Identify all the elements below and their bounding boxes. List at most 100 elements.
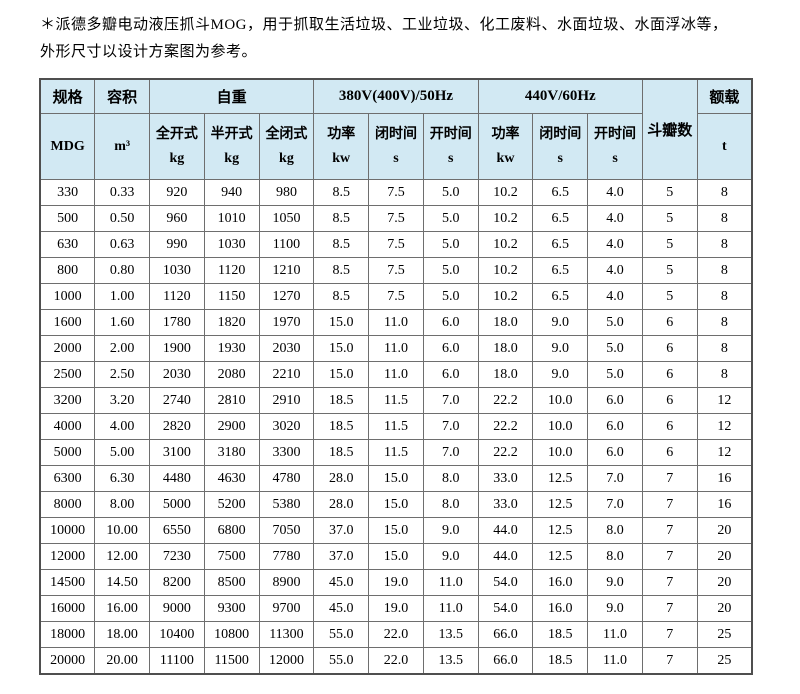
cell-weight-half-open: 1820: [203, 309, 260, 336]
cell-volume: 10.00: [94, 517, 151, 544]
cell-open-time-380: 6.0: [422, 309, 479, 336]
cell-volume: 2.00: [94, 335, 151, 362]
cell-open-time-440: 11.0: [587, 647, 643, 675]
table-row: 800 0.80 1030 1120 1210 8.5 7.5 5.0 10.2 6.5 4.0 5 8: [39, 257, 753, 284]
cell-power-440: 44.0: [477, 543, 534, 570]
cell-volume: 12.00: [94, 543, 151, 570]
cell-weight-full-closed: 7050: [258, 517, 315, 544]
cell-volume: 1.60: [94, 309, 151, 336]
cell-close-time-440: 16.0: [532, 569, 589, 596]
cell-rated-load: 8: [696, 179, 753, 206]
cell-close-time-440: 6.5: [532, 257, 589, 284]
cell-power-380: 18.5: [313, 387, 370, 414]
header-volume: 容积: [94, 78, 151, 114]
cell-spec: 330: [39, 179, 96, 206]
cell-petal-count: 7: [641, 595, 698, 622]
cell-weight-full-open: 1030: [149, 257, 205, 284]
header-supply-440: 440V/60Hz: [477, 78, 643, 114]
cell-close-time-380: 15.0: [368, 517, 424, 544]
cell-rated-load: 20: [696, 517, 753, 544]
cell-close-time-380: 22.0: [368, 621, 424, 648]
cell-petal-count: 5: [641, 231, 698, 258]
cell-spec: 500: [39, 205, 96, 232]
subheader-weight-half-open: 半开式 kg: [203, 113, 260, 180]
cell-weight-full-closed: 1210: [258, 257, 315, 284]
cell-close-time-440: 9.0: [532, 309, 589, 336]
cell-petal-count: 5: [641, 257, 698, 284]
cell-weight-full-open: 11100: [149, 647, 205, 675]
cell-volume: 6.30: [94, 465, 151, 492]
cell-open-time-380: 5.0: [422, 179, 479, 206]
cell-open-time-380: 5.0: [422, 257, 479, 284]
cell-weight-full-closed: 3020: [258, 413, 315, 440]
cell-close-time-380: 11.5: [368, 439, 424, 466]
cell-weight-half-open: 9300: [203, 595, 260, 622]
cell-weight-full-closed: 9700: [258, 595, 315, 622]
cell-weight-full-closed: 2030: [258, 335, 315, 362]
cell-volume: 20.00: [94, 647, 151, 675]
cell-petal-count: 7: [641, 569, 698, 596]
cell-rated-load: 8: [696, 231, 753, 258]
cell-close-time-440: 18.5: [532, 621, 589, 648]
subheader-open-time-380: 开时间 s: [422, 113, 479, 180]
cell-rated-load: 8: [696, 205, 753, 232]
cell-volume: 2.50: [94, 361, 151, 388]
table-row: 6300 6.30 4480 4630 4780 28.0 15.0 8.0 33.0 12.5 7…: [39, 465, 753, 492]
cell-open-time-440: 6.0: [587, 387, 643, 414]
cell-weight-full-open: 920: [149, 179, 205, 206]
cell-rated-load: 20: [696, 543, 753, 570]
header-rated-load: 额载: [696, 78, 753, 114]
subheader-unit: kw: [496, 150, 515, 166]
spec-table-body: 330 0.33 920 940 980 8.5 7.5 5.0 10.2 6.5 4.0 5 8 500…: [39, 179, 753, 675]
cell-power-440: 22.2: [477, 413, 534, 440]
cell-rated-load: 12: [696, 439, 753, 466]
cell-rated-load: 20: [696, 595, 753, 622]
cell-weight-full-open: 960: [149, 205, 205, 232]
cell-open-time-380: 6.0: [422, 361, 479, 388]
cell-weight-full-open: 5000: [149, 491, 205, 518]
subheader-close-time-440: 闭时间 s: [532, 113, 589, 180]
header-supply-380: 380V(400V)/50Hz: [313, 78, 479, 114]
cell-spec: 1600: [39, 309, 96, 336]
table-row: 2500 2.50 2030 2080 2210 15.0 11.0 6.0 18.0 9.0 5.…: [39, 361, 753, 388]
cell-volume: 4.00: [94, 413, 151, 440]
spec-table-header: 规格 容积 自重 380V(400V)/50Hz 440V/60Hz 斗瓣数 额…: [39, 78, 753, 180]
cell-close-time-380: 11.0: [368, 335, 424, 362]
cell-volume: 5.00: [94, 439, 151, 466]
cell-spec: 20000: [39, 647, 96, 675]
cell-close-time-440: 12.5: [532, 465, 589, 492]
cell-volume: 0.63: [94, 231, 151, 258]
subheader-weight-full-open: 全开式 kg: [149, 113, 205, 180]
cell-power-440: 66.0: [477, 647, 534, 675]
cell-open-time-440: 7.0: [587, 465, 643, 492]
table-row: 2000 2.00 1900 1930 2030 15.0 11.0 6.0 18.0 9.0 5.…: [39, 335, 753, 362]
cell-weight-full-open: 7230: [149, 543, 205, 570]
cell-rated-load: 12: [696, 387, 753, 414]
cell-weight-half-open: 8500: [203, 569, 260, 596]
subheader-unit: kg: [279, 150, 294, 166]
cell-weight-full-closed: 980: [258, 179, 315, 206]
subheader-open-time-440: 开时间 s: [587, 113, 643, 180]
cell-close-time-440: 10.0: [532, 439, 589, 466]
cell-rated-load: 8: [696, 335, 753, 362]
cell-open-time-380: 6.0: [422, 335, 479, 362]
cell-power-440: 10.2: [477, 257, 534, 284]
cell-petal-count: 6: [641, 387, 698, 414]
table-row: 1000 1.00 1120 1150 1270 8.5 7.5 5.0 10.2 6.5 4.0 5…: [39, 283, 753, 310]
subheader-label: MDG: [50, 138, 85, 154]
cell-volume: 16.00: [94, 595, 151, 622]
cell-weight-half-open: 4630: [203, 465, 260, 492]
subheader-unit: kg: [169, 150, 185, 166]
cell-open-time-440: 4.0: [587, 179, 643, 206]
cell-open-time-440: 5.0: [587, 309, 643, 336]
subheader-unit: kg: [224, 150, 240, 166]
cell-petal-count: 7: [641, 621, 698, 648]
cell-close-time-380: 7.5: [368, 205, 424, 232]
subheader-label: 全闭式: [265, 126, 308, 142]
cell-weight-full-open: 1780: [149, 309, 205, 336]
cell-power-380: 18.5: [313, 439, 370, 466]
cell-power-440: 22.2: [477, 387, 534, 414]
cell-rated-load: 16: [696, 465, 753, 492]
cell-power-440: 44.0: [477, 517, 534, 544]
cell-rated-load: 20: [696, 569, 753, 596]
